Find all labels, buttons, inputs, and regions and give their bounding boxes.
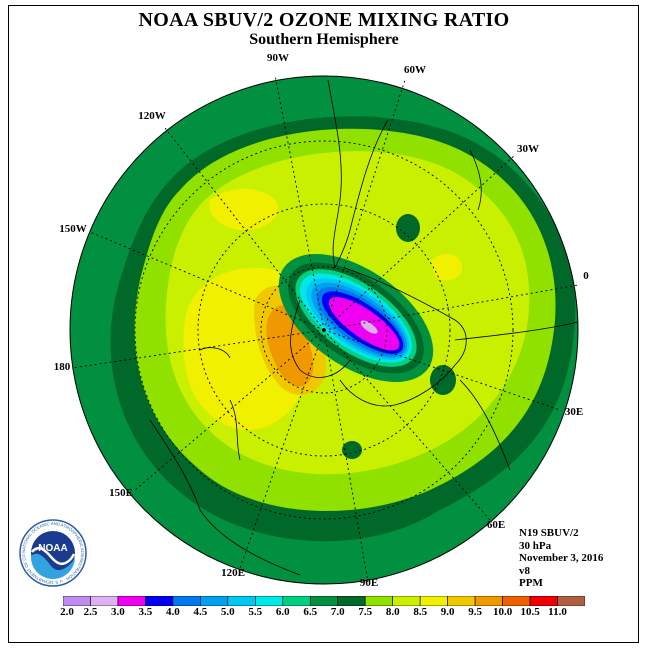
colorbar-swatch bbox=[227, 596, 256, 606]
patch-7.0-a bbox=[396, 214, 420, 242]
latitude-circle bbox=[134, 140, 514, 520]
lon-label: 150E bbox=[109, 487, 133, 499]
lon-label: 120E bbox=[221, 567, 245, 579]
colorbar-swatch bbox=[447, 596, 476, 606]
colorbar-labels: 2.0 2.5 3.0 3.5 4.0 4.5 5.0 5.5 6.0 6.5 7.0 7.5 8.0 8… bbox=[0, 606, 648, 620]
colorbar-tick-label: 11.0 bbox=[548, 606, 567, 618]
colorbar-tick-label: 2.5 bbox=[83, 606, 98, 618]
colorbar-tick-label: 9.0 bbox=[440, 606, 455, 618]
colorbar-swatch bbox=[337, 596, 366, 606]
meridian-30w bbox=[323, 154, 516, 331]
lon-label: 60W bbox=[404, 64, 426, 76]
south-america-coast bbox=[327, 79, 342, 269]
info-block: N19 SBUV/2 30 hPa November 3, 2016 v8 PP… bbox=[519, 527, 603, 590]
patch-7.0-b bbox=[430, 365, 456, 395]
ozone-minimum bbox=[278, 254, 434, 382]
colorbar-swatch bbox=[200, 596, 229, 606]
patch-7.0-c bbox=[342, 441, 362, 459]
figure-frame bbox=[8, 5, 639, 643]
colorbar-tick-label: 10.5 bbox=[520, 606, 540, 618]
colorbar-tick-label: 3.0 bbox=[111, 606, 125, 618]
pressure-level-label: 30 hPa bbox=[519, 539, 552, 552]
colorbar-swatch bbox=[474, 596, 503, 606]
meridian-90w bbox=[274, 74, 325, 331]
colorbar-swatch bbox=[502, 596, 531, 606]
colorbar-tick-label: 5.0 bbox=[220, 606, 235, 618]
antarctic-peninsula-coast bbox=[290, 299, 351, 378]
colorbar-tick-label: 6.0 bbox=[275, 606, 290, 618]
band-8.5b bbox=[209, 188, 279, 231]
colorbar-swatch bbox=[172, 596, 201, 606]
version-label: v8 bbox=[519, 564, 530, 577]
date-label: November 3, 2016 bbox=[519, 552, 604, 565]
colorbar-tick-label: 9.5 bbox=[468, 606, 482, 618]
colorbar-swatch bbox=[529, 596, 558, 606]
meridian-60e bbox=[323, 329, 491, 521]
latitude-circle bbox=[260, 266, 388, 394]
colorbar-swatch bbox=[557, 596, 585, 606]
map-title: NOAA SBUV/2 OZONE MIXING RATIO bbox=[138, 9, 510, 31]
noaa-logo: NATIONAL OCEANIC AND ATMOSPHERIC ADMINIS… bbox=[18, 518, 87, 587]
meridian-30e bbox=[323, 329, 561, 411]
colorbar-tick-label: 10.0 bbox=[492, 606, 513, 618]
meridian-150e bbox=[134, 329, 325, 491]
colorbar-swatch bbox=[90, 596, 119, 606]
lon-label: 180 bbox=[54, 361, 71, 373]
meridian-150w bbox=[89, 231, 325, 331]
colorbar-tick-label: 8.0 bbox=[385, 606, 400, 618]
colorbar-swatch bbox=[63, 596, 91, 606]
units-label: PPM bbox=[519, 577, 543, 590]
colorbar-tick-label: 5.5 bbox=[248, 606, 263, 618]
map-boundary bbox=[69, 75, 579, 585]
colorbar-tick-label: 4.5 bbox=[193, 606, 208, 618]
map-subtitle: Southern Hemisphere bbox=[249, 31, 399, 48]
colorbar-tick-label: 7.0 bbox=[330, 606, 345, 618]
lon-label: 150W bbox=[59, 223, 87, 235]
lon-label: 30W bbox=[517, 143, 539, 155]
coastlines bbox=[149, 79, 579, 576]
colorbar-swatch bbox=[255, 596, 284, 606]
colorbar-tick-label: 3.5 bbox=[138, 606, 153, 618]
graticule bbox=[71, 74, 579, 583]
lon-label: 0 bbox=[583, 270, 589, 282]
satellite-label: N19 SBUV/2 bbox=[519, 527, 579, 539]
colorbar-swatch bbox=[419, 596, 448, 606]
colorbar-tick-label: 7.5 bbox=[358, 606, 373, 618]
colorbar-tick-label: 2.0 bbox=[60, 606, 74, 618]
colorbar bbox=[63, 596, 585, 606]
band-8.5c bbox=[430, 254, 463, 281]
logo-text: NOAA bbox=[38, 543, 67, 554]
colorbar-swatch bbox=[117, 596, 146, 606]
latitude-circle bbox=[197, 203, 451, 457]
longitude-labels: 90W 60W 30W 0 30E 60E 90E 120E 150E 180 … bbox=[54, 52, 590, 589]
lon-label: 90W bbox=[267, 52, 289, 64]
lon-label: 120W bbox=[138, 110, 166, 122]
colorbar-swatch bbox=[309, 596, 339, 606]
colorbar-tick-label: 4.0 bbox=[166, 606, 180, 618]
lon-label: 30E bbox=[565, 406, 583, 418]
meridian-60w bbox=[323, 79, 406, 331]
colorbar-swatch bbox=[392, 596, 421, 606]
australia-coast bbox=[149, 419, 301, 576]
lon-label: 90E bbox=[360, 577, 378, 589]
colorbar-tick-label: 8.5 bbox=[413, 606, 428, 618]
colorbar-swatch bbox=[145, 596, 174, 606]
ozone-field bbox=[70, 76, 578, 584]
colorbar-tick-label: 6.5 bbox=[303, 606, 318, 618]
africa-coast bbox=[454, 321, 579, 341]
lon-label: 60E bbox=[487, 519, 505, 531]
colorbar-swatch bbox=[364, 596, 393, 606]
colorbar-swatch bbox=[282, 596, 311, 606]
meridian-120e bbox=[239, 329, 325, 569]
